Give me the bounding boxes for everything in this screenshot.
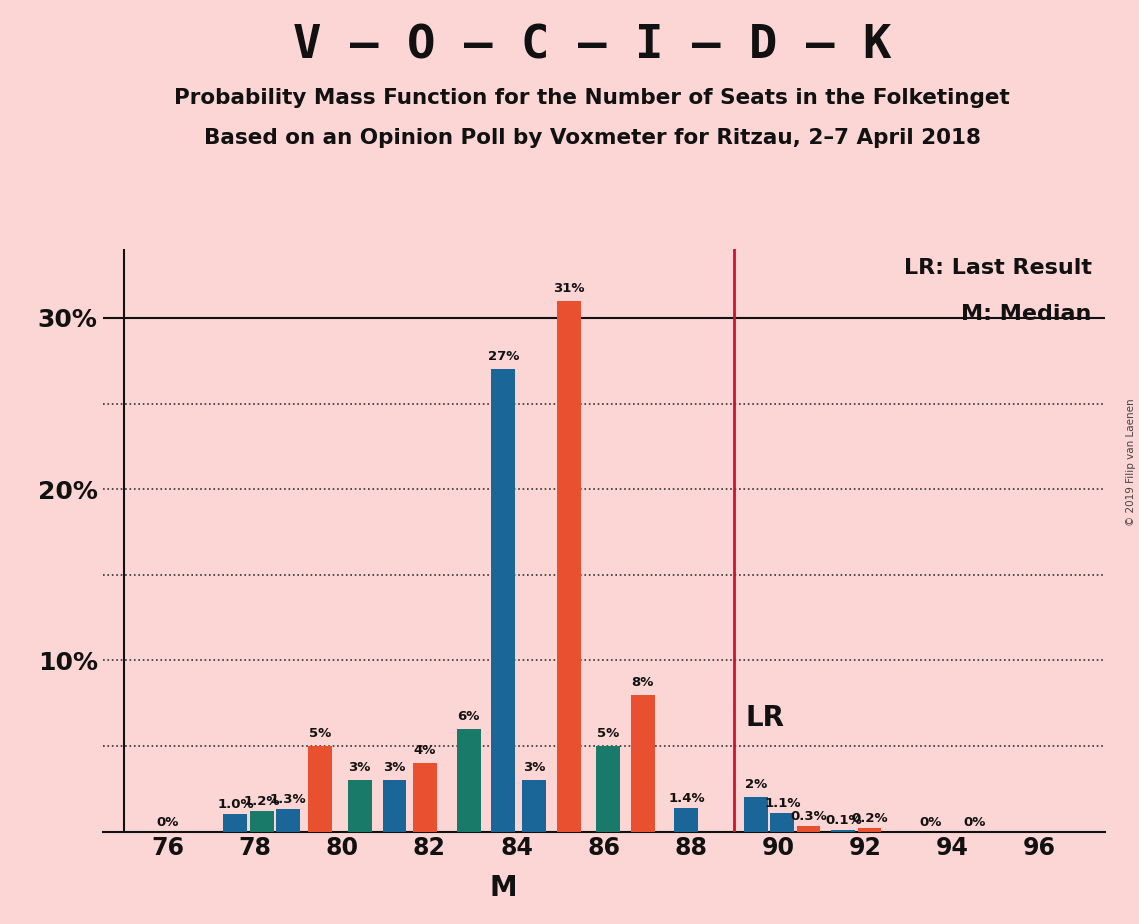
Text: 27%: 27%: [487, 350, 519, 363]
Bar: [347, 780, 371, 832]
Bar: [744, 797, 768, 832]
Bar: [413, 763, 437, 832]
Bar: [249, 811, 273, 832]
Text: 0%: 0%: [962, 816, 985, 829]
Text: LR: LR: [745, 704, 785, 733]
Bar: [796, 826, 820, 832]
Text: 4%: 4%: [413, 744, 436, 757]
Text: 1.2%: 1.2%: [244, 795, 280, 808]
Text: 0.2%: 0.2%: [851, 812, 887, 825]
Text: Probability Mass Function for the Number of Seats in the Folketinget: Probability Mass Function for the Number…: [174, 88, 1010, 108]
Text: V – O – C – I – D – K: V – O – C – I – D – K: [293, 23, 892, 68]
Text: 6%: 6%: [458, 710, 480, 723]
Bar: [309, 746, 333, 832]
Bar: [276, 809, 300, 832]
Bar: [457, 729, 481, 832]
Bar: [631, 695, 655, 832]
Text: 2%: 2%: [745, 778, 768, 791]
Text: 1.4%: 1.4%: [669, 792, 705, 805]
Bar: [491, 370, 516, 832]
Text: 1.0%: 1.0%: [218, 798, 254, 811]
Text: 5%: 5%: [310, 727, 331, 740]
Bar: [770, 813, 794, 832]
Text: M: Median: M: Median: [961, 304, 1092, 324]
Text: 3%: 3%: [384, 761, 405, 774]
Text: © 2019 Filip van Laenen: © 2019 Filip van Laenen: [1126, 398, 1136, 526]
Bar: [596, 746, 620, 832]
Text: 1.1%: 1.1%: [764, 796, 801, 809]
Bar: [223, 814, 247, 832]
Text: 31%: 31%: [554, 282, 584, 295]
Bar: [557, 301, 581, 832]
Text: 0%: 0%: [919, 816, 942, 829]
Bar: [831, 830, 855, 832]
Text: 3%: 3%: [523, 761, 546, 774]
Text: LR: Last Result: LR: Last Result: [903, 258, 1092, 278]
Text: 1.3%: 1.3%: [270, 794, 306, 807]
Text: M: M: [490, 874, 517, 903]
Text: 0%: 0%: [157, 816, 179, 829]
Text: Based on an Opinion Poll by Voxmeter for Ritzau, 2–7 April 2018: Based on an Opinion Poll by Voxmeter for…: [204, 128, 981, 148]
Text: 8%: 8%: [632, 675, 654, 688]
Bar: [674, 808, 698, 832]
Bar: [858, 828, 882, 832]
Bar: [383, 780, 407, 832]
Text: 0.1%: 0.1%: [825, 814, 862, 827]
Text: 0.3%: 0.3%: [790, 810, 827, 823]
Text: 3%: 3%: [349, 761, 371, 774]
Bar: [522, 780, 546, 832]
Text: 5%: 5%: [597, 727, 620, 740]
